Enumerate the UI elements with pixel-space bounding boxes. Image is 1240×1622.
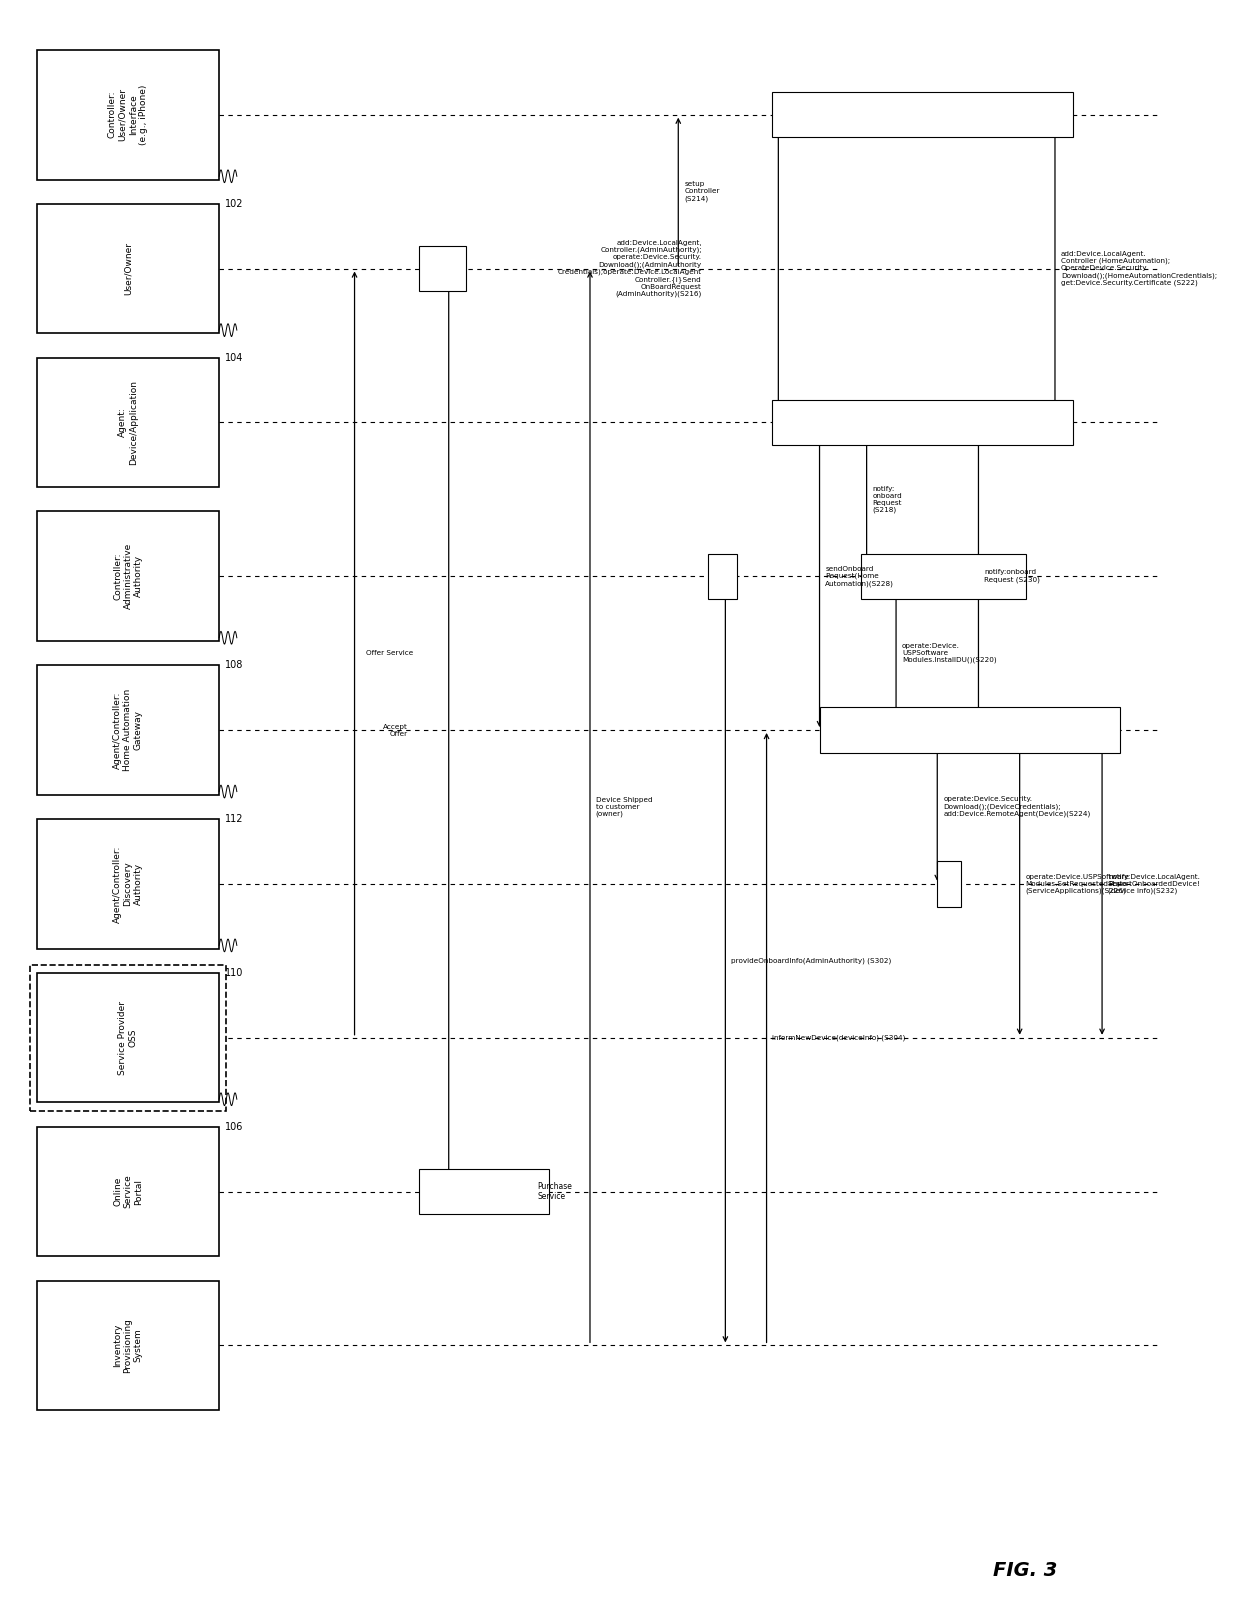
Text: 102: 102 [224,200,243,209]
Bar [419,247,466,292]
Text: notify:
onboard
Request
(S218): notify: onboard Request (S218) [873,485,903,513]
Text: Device Shipped
to customer
(owner): Device Shipped to customer (owner) [596,796,652,817]
Bar [37,357,219,487]
Text: add:Device.LocalAgent,
Controller.(AdminAuthority);
operate:Device.Security.
Dow: add:Device.LocalAgent, Controller.(Admin… [558,240,702,297]
Text: 104: 104 [224,352,243,363]
Text: Controller:
User/Owner
Interface
(e.g., iPhone): Controller: User/Owner Interface (e.g., … [108,84,148,144]
Text: setup
Controller
(S214): setup Controller (S214) [684,182,719,201]
Text: 106: 106 [224,1122,243,1132]
Text: FIG. 3: FIG. 3 [993,1560,1058,1580]
Text: operate:Device.Security.
Download();(DeviceCredentials);
add:Device.RemoteAgent(: operate:Device.Security. Download();(Dev… [944,796,1090,817]
Text: Offer Service: Offer Service [366,650,414,657]
Bar [37,665,219,795]
Text: Accept
Offer: Accept Offer [383,723,408,736]
Text: sendOnboard
Request(Home
Automation)(S228): sendOnboard Request(Home Automation)(S22… [826,566,894,587]
Bar [37,973,219,1103]
Text: 108: 108 [224,660,243,670]
Bar [419,1169,549,1215]
Text: notify:Device.LocalAgent.
ReportOnboardedDevice!
(device info)(S232): notify:Device.LocalAgent. ReportOnboarde… [1109,874,1200,894]
Text: Online
Service
Portal: Online Service Portal [113,1174,143,1208]
Text: Inventory
Provisioning
System: Inventory Provisioning System [113,1319,143,1372]
Bar [773,399,1073,444]
Text: 112: 112 [224,814,243,824]
Bar [37,819,219,949]
Bar [37,511,219,641]
Text: Agent:
Device/Application: Agent: Device/Application [118,380,138,466]
Bar [37,1281,219,1410]
Bar [861,553,1025,599]
Bar [37,1127,219,1257]
Bar [937,861,961,907]
Bar [820,707,1120,753]
Text: informNewDevice(deviceInfo) (S304): informNewDevice(deviceInfo) (S304) [773,1035,906,1041]
Bar [37,50,219,180]
Text: User/Owner: User/Owner [124,242,133,295]
Text: 110: 110 [224,968,243,978]
Text: provideOnboardInfo(AdminAuthority) (S302): provideOnboardInfo(AdminAuthority) (S302… [732,957,892,963]
Text: operate:Device.
USPSoftware
Modules.InstallDU()(S220): operate:Device. USPSoftware Modules.Inst… [901,642,997,663]
Bar [773,92,1073,138]
Text: Service Provider
OSS: Service Provider OSS [118,1001,138,1075]
Text: add:Device.LocalAgent.
Controller (HomeAutomation);
OperateDevice.Security.
Down: add:Device.LocalAgent. Controller (HomeA… [1061,251,1216,287]
Text: Agent/Controller:
Discovery
Authority: Agent/Controller: Discovery Authority [113,845,143,923]
Text: Agent/Controller:
Home Automation
Gateway: Agent/Controller: Home Automation Gatewa… [113,689,143,770]
Text: notify:onboard
Request (S230): notify:onboard Request (S230) [985,569,1040,582]
Text: Purchase
Service: Purchase Service [537,1182,572,1202]
Bar [30,965,226,1111]
Bar [37,204,219,334]
Bar [708,553,737,599]
Text: operate:Device.USPSoftware
Modules.SetRequestedState
(ServiceApplications)(S226): operate:Device.USPSoftware Modules.SetRe… [1025,874,1130,894]
Text: Controller:
Administrative
Authority: Controller: Administrative Authority [113,543,143,610]
